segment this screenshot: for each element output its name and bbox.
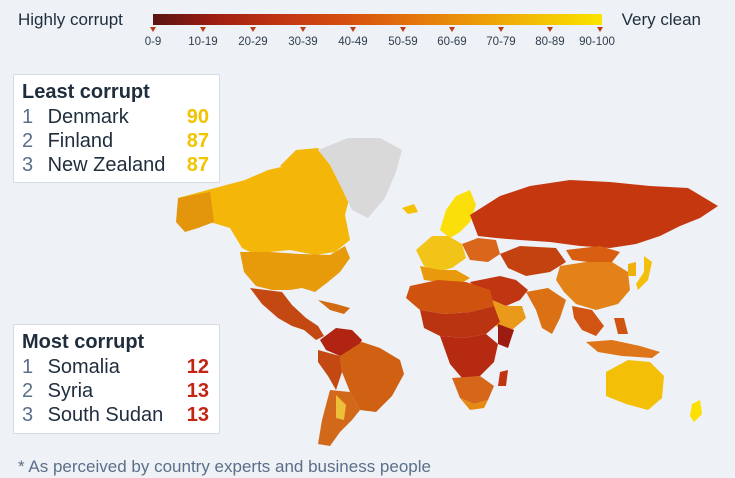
legend-tick-marker [350, 27, 356, 32]
legend-tick-label: 60-69 [437, 36, 467, 48]
region-philippines [614, 318, 628, 334]
legend-tick-label: 70-79 [486, 36, 516, 48]
least-corrupt-row: 2 Finland 87 [22, 129, 211, 153]
region-brazil [340, 342, 404, 412]
legend-tick-marker [250, 27, 256, 32]
region-madagascar [498, 370, 508, 386]
region-western-europe [416, 236, 466, 272]
region-caribbean [318, 300, 350, 314]
country-name: New Zealand [47, 154, 166, 176]
rank-number: 3 [22, 154, 34, 176]
legend-highly-corrupt-label: Highly corrupt [18, 10, 123, 29]
country-score: 13 [186, 380, 209, 402]
country-score: 87 [186, 154, 209, 176]
footnote: * As perceived by country experts and bu… [18, 457, 431, 476]
region-north-africa [406, 280, 494, 314]
region-mongolia [566, 246, 620, 262]
region-central-africa [440, 334, 498, 378]
rank-number: 3 [22, 404, 34, 426]
region-eastern-europe [462, 238, 500, 262]
region-southern-africa [452, 376, 494, 404]
most-corrupt-title: Most corrupt [22, 331, 145, 353]
legend-tick-marker [400, 27, 406, 32]
least-corrupt-title: Least corrupt [22, 81, 150, 103]
region-russia [470, 180, 718, 248]
most-corrupt-row: 1 Somalia 12 [22, 355, 211, 379]
rank-number: 2 [22, 130, 34, 152]
region-chile-uruguay [336, 395, 346, 420]
region-india [526, 288, 566, 334]
region-greenland [318, 138, 402, 218]
country-score: 12 [186, 356, 209, 378]
region-south-africa [460, 398, 488, 410]
region-iceland [402, 204, 418, 214]
region-mexico-central-america [250, 288, 324, 340]
most-corrupt-row: 3 South Sudan 13 [22, 403, 211, 427]
least-corrupt-row: 1 Denmark 90 [22, 105, 211, 129]
region-south-america-west [318, 350, 342, 390]
legend-tick-label: 80-89 [535, 36, 565, 48]
rank-number: 1 [22, 356, 34, 378]
region-sahel [420, 306, 500, 338]
country-score: 13 [186, 404, 209, 426]
region-arctic-islands [280, 148, 326, 172]
least-corrupt-box: Least corrupt 1 Denmark 90 2 Finland 87 … [13, 74, 220, 183]
rank-number: 2 [22, 380, 34, 402]
legend-tick-label: 20-29 [238, 36, 268, 48]
region-southeast-asia [572, 306, 604, 336]
country-score: 90 [186, 106, 209, 128]
legend-tick-label: 40-49 [338, 36, 368, 48]
legend-tick-marker [597, 27, 603, 32]
country-name: South Sudan [47, 404, 164, 426]
region-china [556, 262, 630, 310]
legend-color-scale [153, 14, 602, 25]
region-scandinavia [440, 190, 476, 238]
most-corrupt-row: 2 Syria 13 [22, 379, 211, 403]
rank-number: 1 [22, 106, 34, 128]
legend-tick-label: 50-59 [388, 36, 418, 48]
legend-tick-label: 30-39 [288, 36, 318, 48]
region-southern-europe [420, 266, 470, 284]
country-name: Denmark [47, 106, 129, 128]
region-middle-east [470, 276, 528, 306]
country-name: Somalia [47, 356, 120, 378]
legend-tick-label: 90-100 [579, 36, 615, 48]
region-korea [628, 262, 636, 276]
region-new-zealand [690, 400, 702, 422]
legend-tick-marker [449, 27, 455, 32]
region-central-asia [500, 246, 566, 276]
legend-tick-marker [547, 27, 553, 32]
country-name: Syria [47, 380, 94, 402]
legend-very-clean-label: Very clean [621, 10, 701, 29]
least-corrupt-row: 3 New Zealand 87 [22, 153, 211, 177]
region-australia [606, 360, 664, 410]
region-usa [240, 246, 350, 292]
country-name: Finland [47, 130, 114, 152]
country-score: 87 [186, 130, 209, 152]
legend-tick-marker [150, 27, 156, 32]
legend-tick-label: 10-19 [188, 36, 218, 48]
legend-tick-marker [200, 27, 206, 32]
region-indonesia [586, 340, 660, 358]
region-alaska [176, 192, 214, 232]
region-canada [178, 150, 350, 255]
legend-tick-marker [498, 27, 504, 32]
legend-tick-label: 0-9 [144, 36, 162, 48]
legend-tick-marker [300, 27, 306, 32]
region-japan [636, 256, 652, 290]
region-horn-of-africa [498, 324, 514, 348]
most-corrupt-box: Most corrupt 1 Somalia 12 2 Syria 13 3 S… [13, 324, 220, 434]
